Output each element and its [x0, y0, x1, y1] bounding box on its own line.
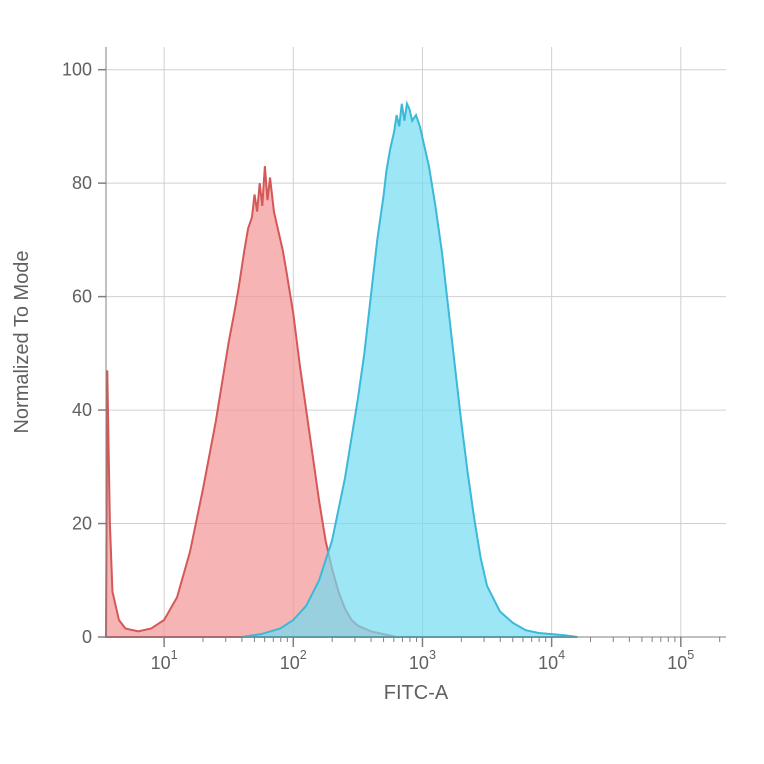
y-tick-label: 20	[72, 514, 92, 534]
y-tick-label: 60	[72, 287, 92, 307]
chart-svg: 101 102 103 104 105 0 20 40 60 80 100 Normalized …	[0, 0, 764, 764]
x-tick-label: 102	[280, 648, 307, 673]
x-tick-label: 105	[667, 648, 694, 673]
y-tick-label: 100	[62, 60, 92, 80]
y-tick-label: 40	[72, 400, 92, 420]
y-axis-label: Normalized To Mode	[11, 250, 33, 433]
x-tick-label: 101	[151, 648, 178, 673]
y-tick-label: 80	[72, 173, 92, 193]
y-axis-ticks: 0 20 40 60 80 100	[62, 47, 106, 647]
x-tick-label: 104	[538, 648, 565, 673]
flow-cytometry-histogram: 101 102 103 104 105 0 20 40 60 80 100 Normalized …	[0, 0, 764, 764]
x-tick-label: 103	[409, 648, 436, 673]
x-axis-label: FITC-A	[384, 682, 449, 704]
x-axis-ticks: 101 102 103 104 105	[106, 637, 726, 673]
y-tick-label: 0	[82, 627, 92, 647]
